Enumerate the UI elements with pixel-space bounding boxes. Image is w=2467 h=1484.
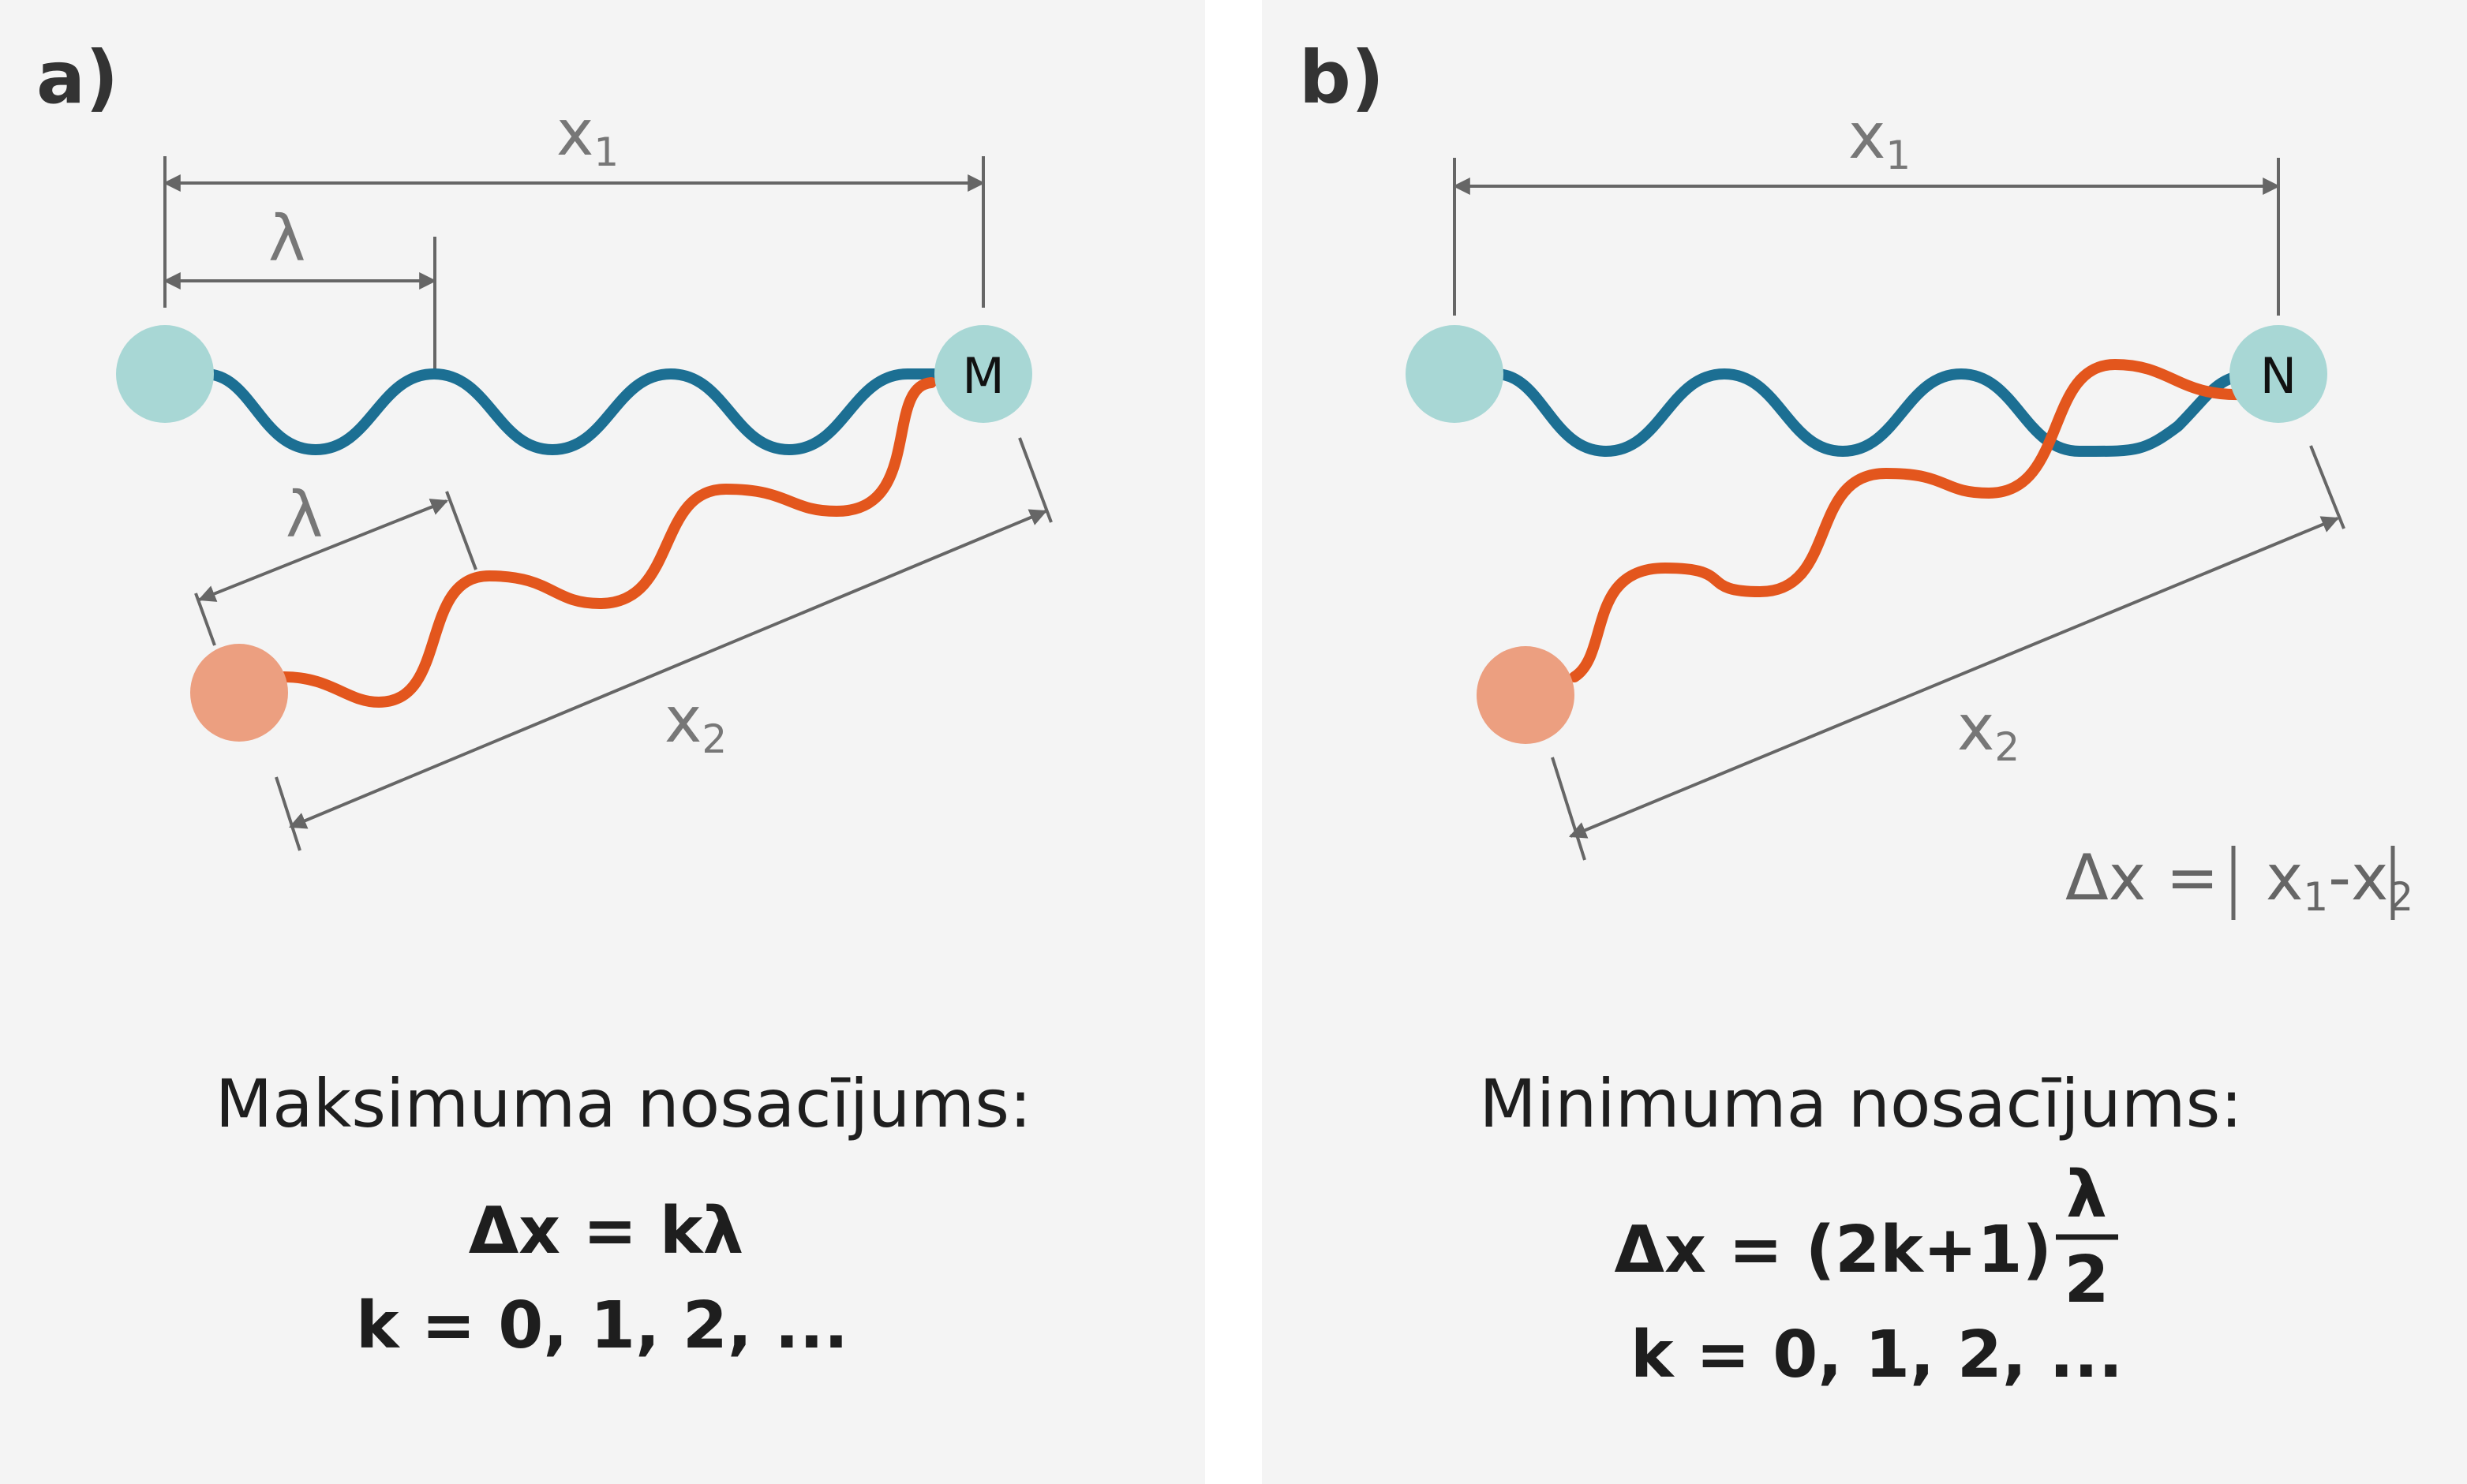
lambda-over-two-fraction: λ 2	[2056, 1157, 2118, 1318]
point-n-marker	[2229, 325, 2327, 423]
panel-b: b) x1 N x2 Δx = x1-x2	[1262, 0, 2467, 1484]
point-m-marker	[934, 325, 1032, 423]
source-2-a	[190, 644, 288, 742]
source-1-b	[1406, 325, 1503, 423]
x1-dimension-b	[1452, 158, 2281, 316]
x2-label-b: x2	[1957, 691, 2020, 770]
minimum-condition-title: Minimuma nosacījums:	[1479, 1065, 2242, 1142]
minimum-k-values: k = 0, 1, 2, ...	[1630, 1318, 2123, 1392]
x1-label-a: x1	[556, 96, 619, 175]
maximum-condition-title: Maksimuma nosacījums:	[215, 1065, 1032, 1142]
wave-1-b	[1490, 368, 2263, 458]
panel-a-tag: a)	[36, 36, 118, 120]
x1-label-b: x1	[1848, 99, 1911, 178]
x2-label-a: x2	[664, 683, 727, 762]
x2-dimension-b	[1551, 445, 2345, 861]
minimum-formula: Δx = (2k+1)	[1615, 1213, 2052, 1288]
panel-a: a) x1 λ M λ	[0, 0, 1205, 1484]
wave-1-a	[200, 368, 953, 456]
delta-x-definition: Δx = x1-x2	[2065, 841, 2413, 920]
fraction-denominator: 2	[2064, 1243, 2109, 1318]
source-2-b	[1477, 646, 1574, 744]
absolute-value-bars	[2231, 846, 2395, 920]
point-n-label: N	[2260, 347, 2297, 405]
lambda-dimension-top	[163, 237, 437, 371]
lambda-label-bottom: λ	[286, 478, 323, 551]
maximum-k-values: k = 0, 1, 2, ...	[356, 1288, 848, 1363]
fraction-numerator: λ	[2066, 1157, 2107, 1232]
point-m-label: M	[962, 347, 1005, 405]
maximum-formula: Δx = kλ	[469, 1194, 744, 1269]
x2-dimension-a	[275, 437, 1053, 851]
source-1-a	[116, 325, 214, 423]
lambda-label-top: λ	[268, 202, 305, 275]
panel-b-tag: b)	[1299, 36, 1384, 120]
